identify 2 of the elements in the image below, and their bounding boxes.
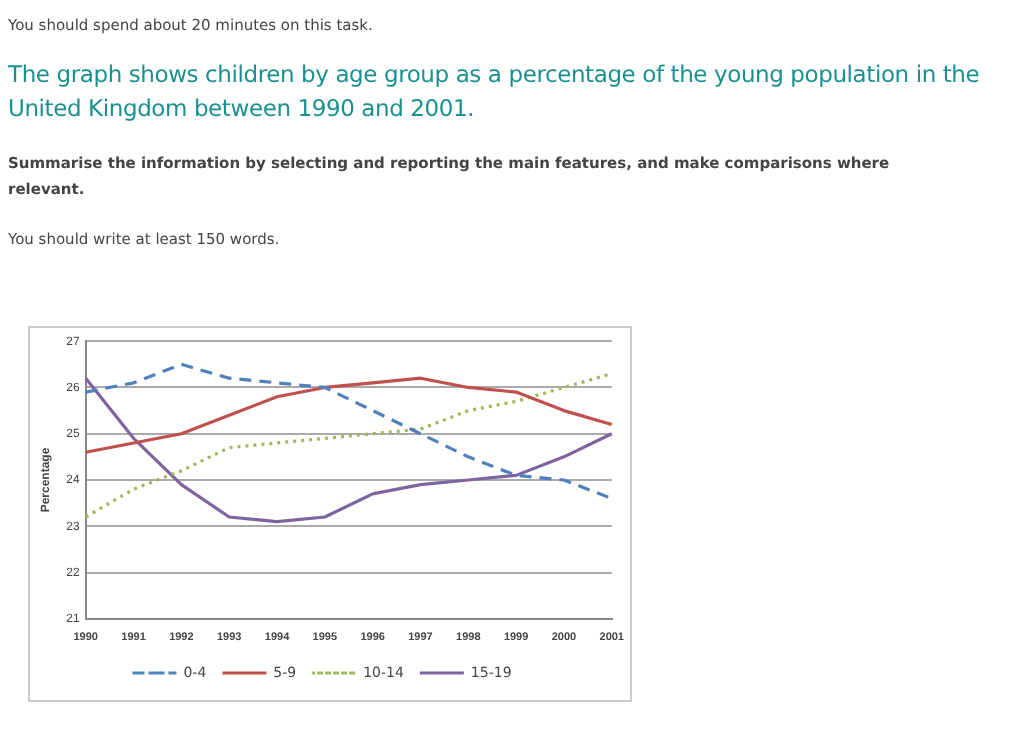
- line-series: [84, 362, 614, 501]
- chart-title: The graph shows children by age group as a percentage of the young population in the United Kingdom between 1990 and 2001.: [8, 58, 982, 126]
